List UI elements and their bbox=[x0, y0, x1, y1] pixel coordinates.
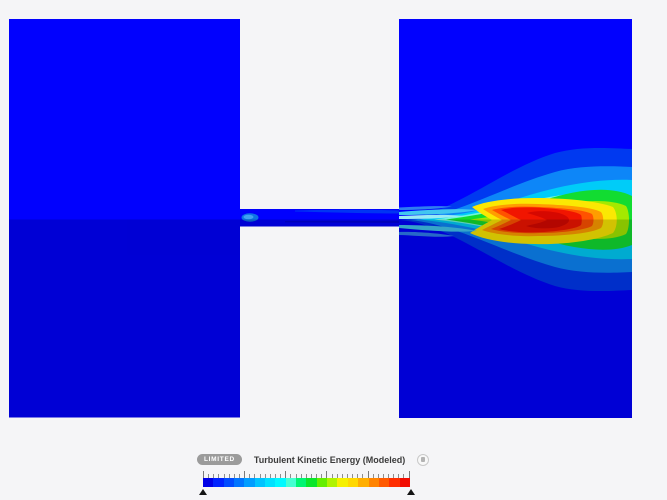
colorbar-cell bbox=[213, 478, 224, 487]
colorbar-cell bbox=[337, 478, 348, 487]
tick-mark bbox=[316, 474, 318, 478]
tick-mark bbox=[208, 474, 210, 478]
tick-mark bbox=[259, 474, 261, 478]
channel-dark-streak bbox=[285, 220, 399, 223]
colorbar-ticks bbox=[203, 471, 410, 478]
colorbar-cell bbox=[316, 478, 328, 487]
result-legend-header: LIMITED Turbulent Kinetic Energy (Modele… bbox=[197, 452, 430, 467]
colorbar-cell bbox=[223, 478, 235, 487]
tick-mark bbox=[254, 474, 256, 478]
lock-icon[interactable] bbox=[417, 453, 430, 466]
colorbar-cell bbox=[285, 478, 297, 487]
colorbar-cell bbox=[327, 478, 338, 487]
plume-wisp bbox=[399, 214, 464, 219]
tick-mark bbox=[382, 474, 384, 478]
range-handle-right[interactable] bbox=[406, 489, 415, 495]
colorbar-cell bbox=[203, 478, 214, 487]
plume-wisp bbox=[399, 206, 452, 210]
plume-wisp bbox=[399, 209, 478, 215]
tick-mark bbox=[218, 474, 220, 478]
colorbar-cell bbox=[389, 478, 400, 487]
tick-mark bbox=[352, 474, 354, 478]
colorbar-cell bbox=[347, 478, 359, 487]
colorbar-cell bbox=[275, 478, 286, 487]
tick-mark bbox=[264, 474, 266, 478]
jet-plume bbox=[399, 147, 632, 292]
tick-mark bbox=[305, 474, 307, 478]
tick-mark bbox=[357, 474, 359, 478]
plume-wisp bbox=[399, 225, 477, 232]
tick-mark bbox=[269, 474, 271, 478]
colorbar-cell bbox=[378, 478, 390, 487]
colorbar[interactable] bbox=[203, 478, 410, 487]
plume-band-core bbox=[526, 211, 569, 229]
tick-mark bbox=[300, 474, 302, 478]
tick-mark bbox=[403, 474, 405, 478]
tick-mark bbox=[372, 474, 374, 478]
bottom-half-shade bbox=[9, 219, 632, 418]
colorbar-cell bbox=[368, 478, 379, 487]
colorbar-cell bbox=[244, 478, 255, 487]
tick-mark bbox=[249, 474, 251, 478]
plume-wisp bbox=[399, 231, 454, 237]
tick-mark bbox=[203, 471, 204, 478]
channel-streak bbox=[295, 209, 399, 214]
tick-mark bbox=[295, 474, 297, 478]
tick-mark bbox=[228, 474, 230, 478]
tick-mark bbox=[285, 471, 287, 478]
colorbar-cell bbox=[254, 478, 266, 487]
tick-mark bbox=[280, 474, 282, 478]
colorbar-cell bbox=[306, 478, 317, 487]
tick-mark bbox=[331, 474, 333, 478]
tick-mark bbox=[213, 474, 215, 478]
tick-mark bbox=[238, 474, 240, 478]
tick-mark bbox=[290, 474, 292, 478]
viewport-canvas[interactable] bbox=[0, 0, 667, 445]
colorbar-cell bbox=[296, 478, 307, 487]
tick-mark bbox=[326, 471, 328, 478]
colorbar-cell bbox=[399, 478, 410, 487]
tick-mark bbox=[377, 474, 379, 478]
colorbar-cell bbox=[358, 478, 369, 487]
tick-mark bbox=[336, 474, 338, 478]
left-fluid-block bbox=[9, 19, 240, 418]
tick-mark bbox=[388, 474, 390, 478]
tick-mark bbox=[223, 474, 225, 478]
lock-icon-glyph bbox=[421, 456, 426, 463]
limited-badge: LIMITED bbox=[197, 453, 242, 466]
tick-mark bbox=[346, 474, 348, 478]
tick-mark bbox=[367, 471, 369, 478]
tick-mark bbox=[244, 471, 246, 478]
tick-mark bbox=[321, 474, 323, 478]
tick-mark bbox=[310, 474, 312, 478]
inlet-recirculation-blob-inner bbox=[243, 214, 254, 220]
tick-mark bbox=[233, 474, 235, 478]
tick-mark bbox=[408, 471, 410, 478]
colorbar-widget bbox=[198, 471, 415, 495]
tick-mark bbox=[393, 474, 395, 478]
tick-mark bbox=[398, 474, 400, 478]
tick-mark bbox=[274, 474, 276, 478]
colorbar-cell bbox=[265, 478, 276, 487]
tick-mark bbox=[341, 474, 343, 478]
tick-mark bbox=[362, 474, 364, 478]
range-handle-left[interactable] bbox=[198, 489, 207, 495]
legend-title: Turbulent Kinetic Energy (Modeled) bbox=[253, 454, 406, 465]
colorbar-cell bbox=[234, 478, 245, 487]
